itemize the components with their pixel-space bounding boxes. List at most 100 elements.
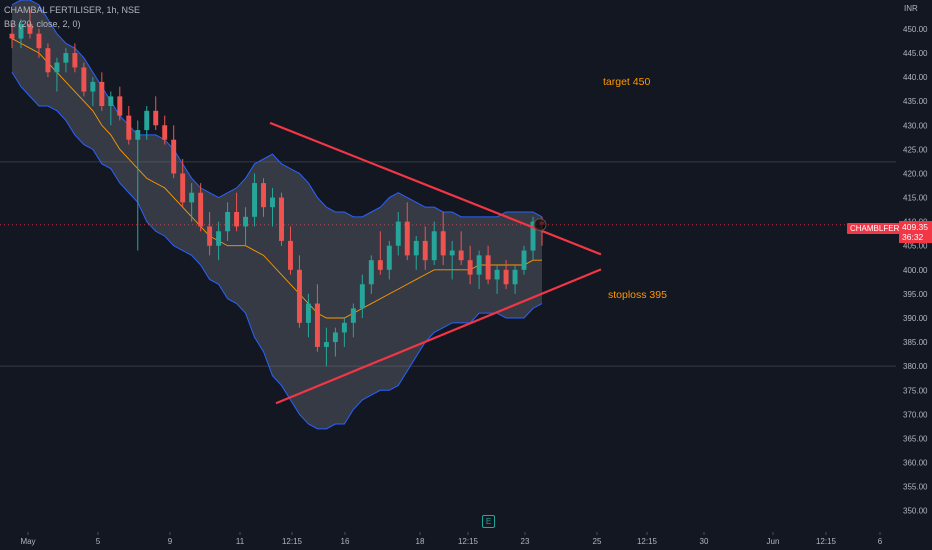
candle-body bbox=[386, 245, 392, 270]
price-tick-label: 425.00 bbox=[903, 145, 928, 154]
symbol-badge: CHAMBLFERT bbox=[847, 223, 908, 234]
candle-body bbox=[467, 260, 473, 275]
candle-body bbox=[162, 125, 168, 140]
candle-body bbox=[72, 53, 78, 68]
price-axis: 450.00 445.00 440.00 435.00 430.00 425.00 420.… bbox=[903, 25, 928, 516]
candlestick-series bbox=[9, 9, 545, 367]
candle-body bbox=[144, 110, 150, 131]
candle-body bbox=[252, 183, 258, 217]
stoploss-note[interactable]: stoploss 395 bbox=[608, 289, 667, 301]
time-tick-label: 12:15 bbox=[816, 537, 837, 546]
candle-body bbox=[350, 308, 356, 323]
candle-body bbox=[126, 115, 132, 140]
price-tick-label: 365.00 bbox=[903, 434, 928, 443]
time-tick-label: 25 bbox=[593, 537, 602, 546]
candle-body bbox=[440, 231, 446, 256]
price-tick-label: 450.00 bbox=[903, 25, 928, 34]
time-tick-label: 18 bbox=[416, 537, 425, 546]
candle-body bbox=[36, 33, 42, 49]
candle-body bbox=[153, 110, 159, 126]
time-tick-label: 30 bbox=[700, 537, 709, 546]
time-tick-label: 12:15 bbox=[282, 537, 303, 546]
candle-body bbox=[395, 221, 401, 246]
candle-body bbox=[485, 255, 491, 280]
candle-body bbox=[332, 332, 338, 343]
time-tick-label: Jun bbox=[767, 537, 780, 546]
price-tick-label: 435.00 bbox=[903, 97, 928, 106]
chart-grid bbox=[0, 161, 896, 367]
candle-body bbox=[27, 24, 33, 34]
candle-body bbox=[288, 240, 293, 270]
candle-body bbox=[359, 284, 365, 309]
price-tick-label: 395.00 bbox=[903, 290, 928, 299]
price-tick-label: 430.00 bbox=[903, 121, 928, 130]
time-tick-label: 9 bbox=[168, 537, 173, 546]
price-tick-label: 385.00 bbox=[903, 338, 928, 347]
candle-body bbox=[494, 269, 500, 280]
candle-body bbox=[54, 62, 60, 73]
candle-body bbox=[422, 240, 428, 261]
candle-body bbox=[377, 260, 383, 270]
candle-body bbox=[261, 183, 266, 208]
candle-body bbox=[449, 250, 455, 256]
candle-body bbox=[180, 173, 186, 203]
candle-body bbox=[207, 226, 213, 246]
candle-body bbox=[18, 24, 24, 39]
symbol-legend[interactable]: CHAMBAL FERTILISER, 1h, NSE bbox=[4, 5, 141, 15]
earnings-icon[interactable]: E bbox=[482, 515, 495, 528]
candle-body bbox=[117, 96, 123, 116]
candle-body bbox=[108, 96, 114, 106]
candle-body bbox=[323, 342, 329, 347]
time-tick-label: 12:15 bbox=[458, 537, 479, 546]
candle-body bbox=[512, 269, 518, 285]
candle-body bbox=[404, 221, 410, 256]
time-tick-label: 5 bbox=[96, 537, 101, 546]
candle-body bbox=[503, 269, 509, 285]
candle-body bbox=[270, 197, 275, 208]
last-price-badge: 409.35 36:32 bbox=[899, 221, 932, 243]
candle-body bbox=[243, 216, 249, 227]
price-tick-label: 375.00 bbox=[903, 386, 928, 395]
trendlines bbox=[269, 121, 602, 405]
price-tick-label: 445.00 bbox=[903, 49, 928, 58]
price-tick-label: 355.00 bbox=[903, 483, 928, 492]
resistance-trendline bbox=[269, 121, 602, 256]
bb-fill bbox=[12, 0, 542, 429]
price-tick-label: 370.00 bbox=[903, 410, 928, 419]
price-tick-label: 415.00 bbox=[903, 194, 928, 203]
candle-body bbox=[458, 250, 464, 261]
candle-body bbox=[171, 139, 177, 174]
support-trendline bbox=[275, 268, 602, 405]
candle-body bbox=[521, 250, 527, 270]
price-tick-label: 400.00 bbox=[903, 266, 928, 275]
time-tick-label: 16 bbox=[341, 537, 350, 546]
indicator-legend[interactable]: BB (20, close, 2, 0) bbox=[4, 19, 81, 29]
time-axis: May 5 9 11 12:15 16 18 12:15 23 25 12:15 30 Jun 12:15… bbox=[20, 532, 883, 546]
currency-label: INR bbox=[904, 4, 918, 13]
candle-body bbox=[198, 192, 204, 227]
target-note[interactable]: target 450 bbox=[603, 76, 651, 88]
candle-body bbox=[234, 212, 240, 227]
candle-body bbox=[530, 221, 536, 251]
price-tick-label: 405.00 bbox=[903, 242, 928, 251]
price-tick-label: 420.00 bbox=[903, 169, 928, 178]
candle-body bbox=[413, 240, 419, 256]
candle-body bbox=[9, 33, 15, 39]
candle-body bbox=[216, 231, 222, 246]
candle-body bbox=[296, 269, 302, 323]
candle-body bbox=[305, 303, 311, 323]
time-tick-label: 23 bbox=[521, 537, 530, 546]
breakout-marker bbox=[533, 218, 547, 232]
candle-body bbox=[279, 197, 284, 241]
last-price: 409.35 bbox=[902, 222, 928, 232]
candle-body bbox=[45, 48, 51, 73]
price-tick-label: 380.00 bbox=[903, 362, 928, 371]
bb-lower-line bbox=[11, 72, 543, 430]
time-tick-label: 12:15 bbox=[637, 537, 658, 546]
time-tick-label: May bbox=[20, 537, 35, 546]
candle-body bbox=[225, 212, 231, 232]
bar-countdown: 36:32 bbox=[902, 232, 924, 242]
time-tick-label: 11 bbox=[236, 537, 245, 546]
candle-body bbox=[63, 53, 69, 63]
